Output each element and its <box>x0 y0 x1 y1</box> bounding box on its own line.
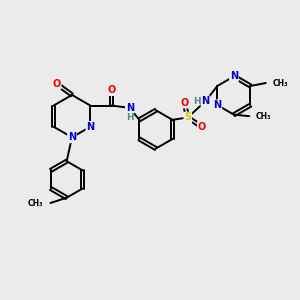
Text: N: N <box>126 103 134 113</box>
Text: CH₃: CH₃ <box>28 199 43 208</box>
Text: N: N <box>86 122 94 132</box>
Text: O: O <box>180 98 188 108</box>
Text: S: S <box>184 112 191 122</box>
Text: O: O <box>52 79 61 89</box>
Text: CH₃: CH₃ <box>272 79 288 88</box>
Text: N: N <box>230 71 238 81</box>
Text: CH₃: CH₃ <box>256 112 271 121</box>
Text: O: O <box>107 85 116 95</box>
Text: N: N <box>201 96 209 106</box>
Text: H: H <box>126 113 134 122</box>
Text: H: H <box>194 97 201 106</box>
Text: N: N <box>213 100 221 110</box>
Text: N: N <box>68 132 76 142</box>
Text: O: O <box>198 122 206 132</box>
